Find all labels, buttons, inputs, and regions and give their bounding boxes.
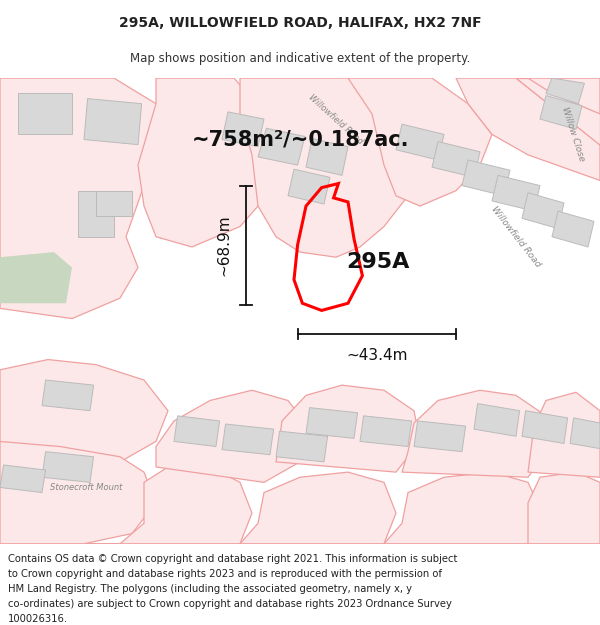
Text: 295A: 295A — [346, 253, 410, 272]
Polygon shape — [288, 169, 330, 204]
Text: Willowfield Road: Willowfield Road — [307, 92, 365, 146]
Polygon shape — [174, 416, 220, 446]
Polygon shape — [222, 424, 274, 455]
Polygon shape — [552, 211, 594, 247]
Polygon shape — [384, 472, 540, 544]
Polygon shape — [222, 112, 264, 147]
Polygon shape — [516, 78, 600, 144]
Polygon shape — [156, 390, 312, 482]
Polygon shape — [414, 421, 466, 452]
Polygon shape — [492, 176, 540, 211]
Polygon shape — [522, 192, 564, 229]
Polygon shape — [0, 359, 168, 467]
Text: 295A, WILLOWFIELD ROAD, HALIFAX, HX2 7NF: 295A, WILLOWFIELD ROAD, HALIFAX, HX2 7NF — [119, 16, 481, 31]
Polygon shape — [258, 128, 305, 165]
Polygon shape — [348, 78, 492, 206]
Polygon shape — [84, 467, 252, 544]
Polygon shape — [0, 252, 72, 303]
Text: 100026316.: 100026316. — [8, 614, 68, 624]
Polygon shape — [522, 411, 568, 444]
Text: Willow Close: Willow Close — [560, 106, 587, 162]
Polygon shape — [276, 385, 420, 472]
Polygon shape — [0, 441, 156, 544]
Polygon shape — [0, 78, 174, 319]
Polygon shape — [84, 99, 142, 144]
Polygon shape — [42, 380, 94, 411]
Polygon shape — [360, 416, 412, 446]
Polygon shape — [306, 139, 348, 176]
Polygon shape — [474, 404, 520, 436]
Text: ~758m²/~0.187ac.: ~758m²/~0.187ac. — [191, 129, 409, 149]
Polygon shape — [18, 94, 72, 134]
Polygon shape — [546, 78, 584, 104]
Polygon shape — [570, 418, 600, 449]
Polygon shape — [456, 78, 600, 181]
Polygon shape — [306, 408, 358, 438]
Polygon shape — [528, 472, 600, 544]
Polygon shape — [96, 191, 132, 216]
Polygon shape — [78, 191, 114, 237]
Text: Map shows position and indicative extent of the property.: Map shows position and indicative extent… — [130, 52, 470, 65]
Polygon shape — [138, 78, 294, 247]
Text: co-ordinates) are subject to Crown copyright and database rights 2023 Ordnance S: co-ordinates) are subject to Crown copyr… — [8, 599, 452, 609]
Text: Willowfield Road: Willowfield Road — [490, 204, 542, 269]
Text: to Crown copyright and database rights 2023 and is reproduced with the permissio: to Crown copyright and database rights 2… — [8, 569, 442, 579]
Polygon shape — [402, 390, 552, 478]
Text: Contains OS data © Crown copyright and database right 2021. This information is : Contains OS data © Crown copyright and d… — [8, 554, 457, 564]
Text: HM Land Registry. The polygons (including the associated geometry, namely x, y: HM Land Registry. The polygons (includin… — [8, 584, 412, 594]
Polygon shape — [276, 431, 328, 462]
Polygon shape — [240, 472, 396, 544]
Polygon shape — [240, 78, 408, 258]
Text: ~43.4m: ~43.4m — [346, 348, 407, 363]
Text: ~68.9m: ~68.9m — [217, 214, 232, 276]
Polygon shape — [42, 452, 94, 482]
Polygon shape — [396, 124, 444, 160]
Polygon shape — [540, 96, 582, 129]
Polygon shape — [462, 160, 510, 196]
Text: Stonecroft Mount: Stonecroft Mount — [50, 483, 122, 492]
Polygon shape — [432, 142, 480, 177]
Polygon shape — [528, 78, 600, 114]
Polygon shape — [0, 465, 46, 492]
Polygon shape — [528, 392, 600, 478]
